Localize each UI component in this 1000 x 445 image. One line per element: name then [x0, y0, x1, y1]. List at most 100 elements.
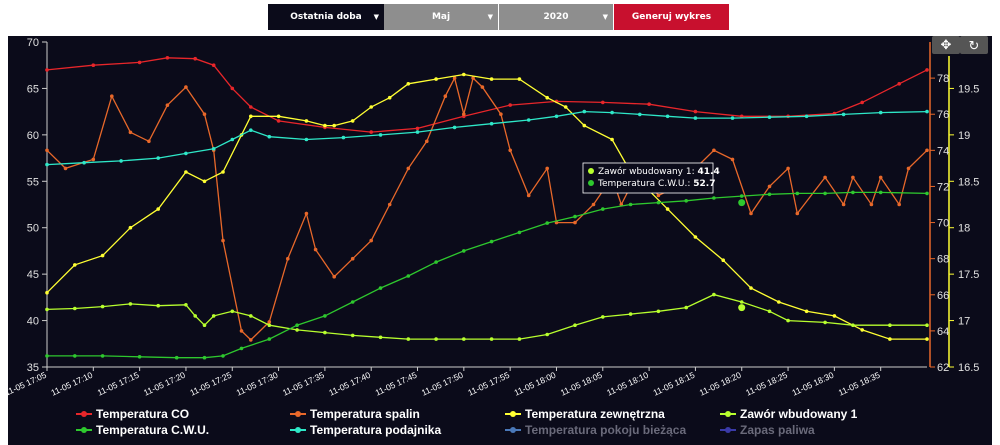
data-point: [545, 95, 549, 100]
legend-item[interactable]: Temperatura spalin: [290, 407, 420, 421]
tooltip-box: [582, 162, 714, 194]
data-point: [591, 202, 596, 207]
data-point: [323, 123, 327, 128]
data-point: [249, 128, 253, 132]
data-point: [221, 238, 225, 243]
range-select[interactable]: Ostatnia doba ▼: [268, 4, 384, 30]
data-point: [471, 76, 475, 80]
data-point: [786, 166, 790, 171]
data-point: [545, 221, 549, 225]
y3-tick-label: 17: [958, 316, 970, 328]
year-select[interactable]: 2020 ▼: [499, 4, 613, 30]
legend-item[interactable]: Temperatura zewnętrzna: [505, 407, 665, 421]
data-point: [110, 94, 114, 98]
data-point: [684, 305, 688, 310]
data-point: [925, 109, 929, 114]
data-point: [795, 191, 800, 196]
data-point: [897, 82, 901, 86]
data-point: [712, 196, 716, 200]
data-point: [823, 320, 827, 325]
data-point: [665, 114, 670, 119]
data-point: [313, 247, 318, 252]
pan-button[interactable]: [932, 36, 960, 54]
data-point: [369, 130, 374, 134]
data-point: [45, 162, 49, 167]
data-point: [462, 249, 466, 253]
data-point: [693, 109, 698, 114]
data-point: [878, 190, 883, 195]
data-point: [795, 211, 800, 216]
data-point: [712, 292, 716, 297]
month-select[interactable]: Maj ▼: [384, 4, 498, 30]
data-point: [721, 258, 725, 262]
data-point: [545, 166, 549, 171]
legend-item[interactable]: Zawór wbudowany 1: [720, 407, 858, 421]
y3-tick-label: 16.5: [958, 362, 979, 374]
data-point: [638, 112, 642, 117]
data-point: [804, 309, 809, 314]
data-point: [184, 151, 188, 156]
legend-label: Zawór wbudowany 1: [740, 407, 858, 421]
data-point: [860, 328, 864, 332]
data-point: [526, 118, 531, 122]
data-point: [925, 148, 929, 153]
reset-zoom-button[interactable]: [960, 36, 988, 54]
data-point: [489, 239, 494, 244]
data-point: [100, 304, 105, 309]
data-point: [165, 56, 170, 60]
legend-label: Temperatura zewnętrzna: [525, 407, 665, 421]
legend-label: Temperatura podajnika: [310, 423, 441, 437]
data-point: [184, 170, 188, 174]
legend-item[interactable]: Temperatura podajnika: [290, 423, 441, 437]
data-point: [128, 130, 133, 135]
data-point: [462, 72, 466, 77]
data-point: [406, 82, 411, 86]
data-point: [739, 300, 744, 304]
legend-item[interactable]: Temperatura pokoju bieżąca: [505, 423, 686, 437]
data-point: [443, 94, 448, 98]
data-point: [767, 309, 772, 314]
legend-label: Temperatura spalin: [310, 407, 420, 421]
data-point: [786, 318, 790, 323]
data-point: [897, 202, 901, 207]
chevron-down-icon: ▼: [602, 13, 608, 21]
data-point: [249, 314, 253, 318]
data-point: [860, 100, 864, 105]
legend: Temperatura CO Temperatura spalin Temperat…: [76, 407, 858, 437]
legend-item[interactable]: Zapas paliwa: [720, 423, 815, 437]
data-point: [276, 119, 281, 123]
data-point: [323, 314, 327, 318]
data-point: [823, 175, 827, 180]
legend-item[interactable]: Temperatura C.W.U.: [76, 423, 209, 437]
y3-tick-label: 18.5: [958, 176, 979, 188]
series-layer: [45, 56, 929, 360]
data-point: [45, 307, 49, 312]
legend-item[interactable]: Temperatura CO: [76, 407, 189, 421]
data-point: [777, 300, 781, 304]
series-line: [46, 57, 928, 133]
data-point: [851, 175, 855, 180]
data-point: [249, 105, 253, 109]
data-point: [184, 85, 188, 89]
y-tick-label: 40: [27, 316, 39, 328]
data-point: [767, 192, 772, 197]
highlight-marker: [738, 199, 746, 207]
generate-chart-button[interactable]: Generuj wykres: [614, 4, 729, 30]
data-point: [434, 77, 438, 81]
refresh-icon: ↻: [969, 39, 980, 54]
y-tick-label: 55: [27, 176, 39, 188]
data-point: [573, 214, 577, 219]
data-point: [415, 130, 420, 134]
data-point: [387, 202, 392, 207]
y2-tick-label: 74: [937, 145, 949, 157]
chart-svg: 35 40 45 50 55 60 65 70 62 64 66 68 70 72 74 76 78 16.5 17…: [3, 36, 992, 445]
y2-tick-label: 70: [937, 218, 949, 230]
data-point: [276, 114, 281, 119]
data-point: [489, 337, 494, 341]
data-point: [767, 184, 772, 189]
data-point: [369, 238, 374, 243]
y2-tick-label: 66: [937, 290, 949, 302]
data-point: [841, 112, 846, 117]
legend-marker: [725, 411, 731, 417]
data-point: [406, 166, 411, 171]
